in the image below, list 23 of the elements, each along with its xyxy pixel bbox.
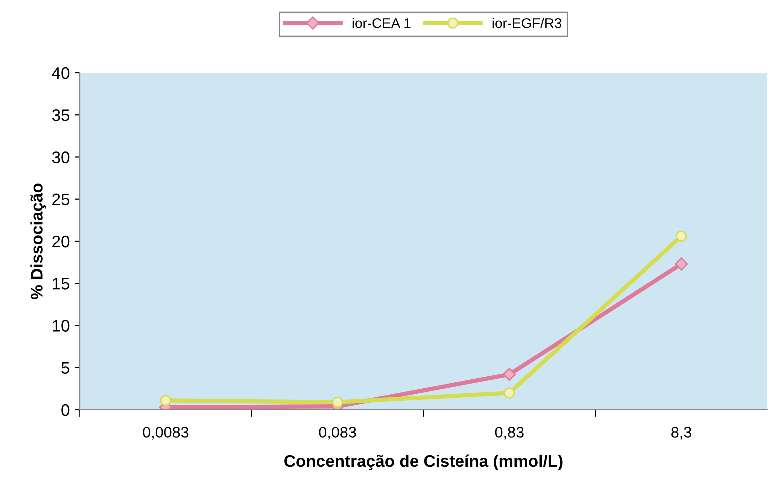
point [160, 395, 172, 406]
y-axis-title: % Dissociação [30, 184, 46, 300]
y-tick-label: 5 [62, 362, 70, 374]
point [674, 258, 688, 271]
point [504, 388, 516, 399]
y-tick-label: 0 [62, 404, 70, 416]
y-tick-label: 35 [52, 110, 70, 122]
legend-label: ior-EGF/R3 [492, 18, 562, 28]
y-tick-label: 10 [53, 320, 70, 332]
x-tick-label: 0,0083 [143, 427, 189, 440]
x-tick-label: 0,083 [319, 427, 356, 440]
x-axis-title: Concentração de Cisteína (mmol/L) [284, 454, 563, 470]
point [676, 230, 688, 242]
legend-label: ior-CEA 1 [352, 18, 411, 28]
x-tick-label: 8,3 [672, 427, 692, 440]
y-tick-label: 30 [52, 152, 70, 164]
y-tick-label: 25 [52, 194, 70, 206]
point [503, 368, 516, 382]
y-tick-label: 20 [52, 236, 70, 248]
point [332, 396, 344, 408]
x-tick-label: 0,83 [495, 427, 524, 440]
y-tick-label: 15 [53, 278, 70, 290]
y-tick-label: 40 [52, 67, 70, 80]
